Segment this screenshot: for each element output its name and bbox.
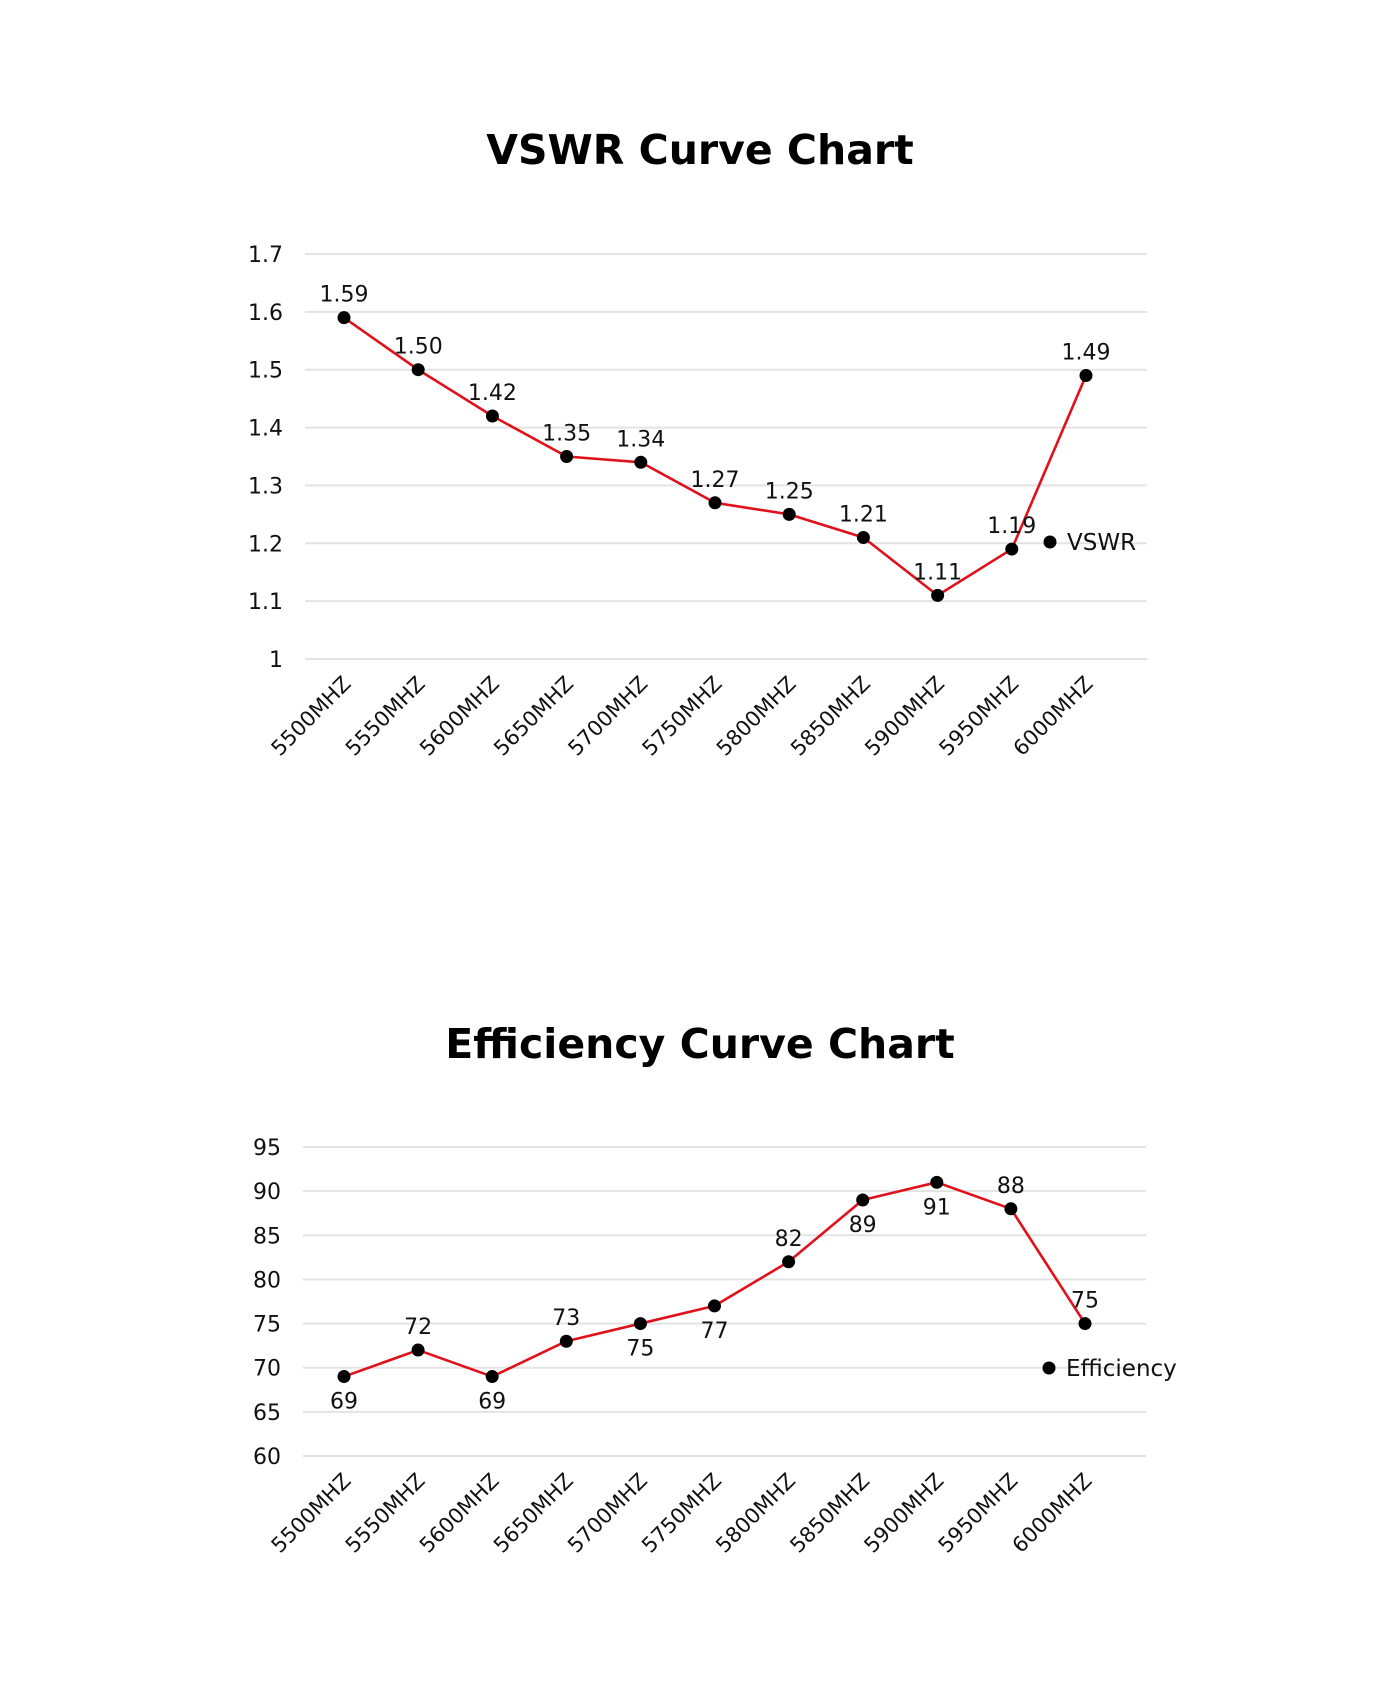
data-point [559,1334,573,1348]
data-label: 1.34 [616,427,665,452]
data-point [633,1317,647,1331]
data-label: 1.11 [913,560,962,585]
x-tick-label: 5800MHZ [711,1469,800,1558]
x-tick-label: 5950MHZ [934,1469,1023,1558]
data-label: 1.19 [987,514,1036,539]
x-tick-label: 5850MHZ [785,1469,874,1558]
data-label: 91 [923,1195,951,1220]
data-label: 72 [404,1315,432,1340]
y-tick-label: 60 [253,1445,281,1470]
data-point [485,409,499,423]
data-label: 77 [701,1319,729,1344]
y-tick-label: 95 [253,1136,281,1161]
data-point [1004,1202,1018,1216]
data-label: 1.42 [468,381,517,406]
y-tick-label: 1.4 [248,417,283,442]
data-point [485,1370,499,1384]
x-tick-label: 5750MHZ [637,1469,726,1558]
data-point [1079,369,1093,382]
x-tick-label: 5650MHZ [489,1469,578,1558]
x-tick-label: 5600MHZ [415,1469,504,1558]
data-label: 82 [775,1227,803,1252]
efficiency-chart-title: Efficiency Curve Chart [445,1020,955,1068]
data-label: 1.21 [839,503,888,528]
y-tick-label: 1.6 [248,301,283,326]
data-label: 75 [626,1337,654,1362]
y-tick-label: 85 [253,1224,281,1249]
data-point [856,531,870,544]
x-tick-label: 6000MHZ [1008,1469,1097,1558]
y-tick-label: 1.7 [248,243,283,268]
data-label: 1.35 [542,422,591,447]
data-point [708,1299,721,1313]
y-tick-label: 90 [253,1180,281,1205]
y-tick-label: 75 [253,1313,281,1338]
y-tick-label: 1.5 [248,359,283,384]
legend-label: Efficiency [1066,1356,1177,1382]
y-tick-label: 1.2 [248,532,283,557]
data-label: 73 [552,1306,580,1331]
data-label: 69 [330,1390,358,1415]
data-label: 75 [1071,1289,1099,1314]
data-point [337,1370,351,1384]
data-point [560,450,574,463]
data-point [337,311,351,325]
x-tick-label: 5500MHZ [267,1469,356,1558]
data-point [1078,1317,1092,1331]
y-tick-label: 1.3 [248,474,283,499]
x-tick-label: 5700MHZ [563,1469,652,1558]
data-label: 88 [997,1174,1025,1199]
data-point [411,363,425,377]
data-label: 69 [478,1390,506,1415]
vswr-chart-title: VSWR Curve Chart [486,126,914,174]
data-point [782,507,796,521]
y-tick-label: 70 [253,1357,281,1382]
y-tick-label: 65 [253,1401,281,1426]
data-label: 1.27 [691,468,740,493]
data-label: 1.50 [394,335,443,360]
legend-marker [1042,1361,1056,1375]
y-tick-label: 1.1 [248,590,283,615]
x-tick-label: 5550MHZ [341,1469,430,1558]
legend-marker [1043,535,1057,549]
data-point [931,588,945,602]
y-tick-label: 1 [269,648,283,673]
x-tick-label: 5900MHZ [859,1469,948,1558]
data-point [634,455,648,469]
data-label: 89 [849,1213,877,1238]
y-tick-label: 80 [253,1268,281,1293]
data-label: 1.25 [765,479,814,504]
data-label: 1.59 [320,283,369,308]
data-point [1005,542,1019,556]
data-point [856,1193,870,1207]
data-point [411,1343,425,1357]
data-point [930,1175,944,1189]
data-label: 1.49 [1062,341,1111,366]
data-point [708,496,722,510]
legend-label: VSWR [1067,530,1136,556]
data-point [782,1255,796,1269]
